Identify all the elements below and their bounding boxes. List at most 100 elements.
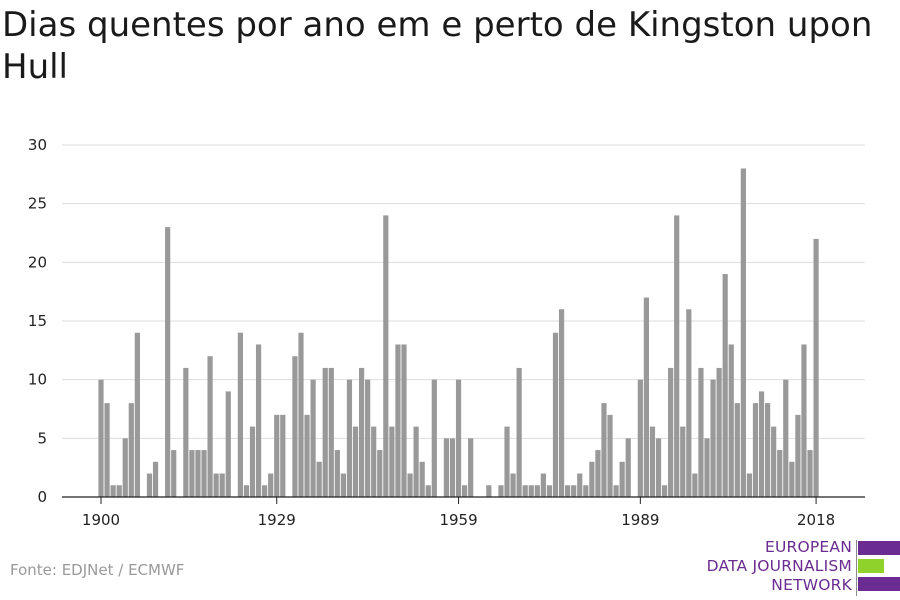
bar xyxy=(552,332,559,497)
bars xyxy=(98,168,819,497)
bar xyxy=(243,485,250,497)
bar xyxy=(116,485,122,497)
y-tick-label: 5 xyxy=(37,429,47,447)
bar xyxy=(728,344,734,497)
y-tick-label: 25 xyxy=(28,195,47,213)
bar xyxy=(407,473,413,497)
bar xyxy=(455,379,462,497)
bar xyxy=(619,461,625,497)
bar xyxy=(504,426,510,497)
bar xyxy=(558,309,565,497)
bar xyxy=(468,438,474,497)
bar xyxy=(358,367,365,497)
bar xyxy=(98,379,104,497)
logo-line-1: EUROPEAN xyxy=(764,538,852,556)
bar xyxy=(371,426,377,497)
bar xyxy=(655,438,662,497)
bar xyxy=(340,473,346,497)
bar xyxy=(383,215,389,497)
bar xyxy=(771,426,777,497)
bar xyxy=(413,426,419,497)
bar xyxy=(625,438,631,497)
bar xyxy=(692,473,698,497)
bar xyxy=(195,450,201,497)
bar xyxy=(765,403,771,497)
bar xyxy=(522,485,528,497)
bar xyxy=(486,485,492,497)
x-tick-label: 1929 xyxy=(258,511,296,529)
x-tick-label: 2018 xyxy=(797,511,835,529)
bar xyxy=(189,450,195,497)
bar xyxy=(225,391,231,497)
bar xyxy=(813,238,819,497)
bar xyxy=(322,367,328,497)
bar xyxy=(698,367,704,497)
bar xyxy=(661,485,668,497)
bar xyxy=(334,450,340,497)
bar xyxy=(462,485,468,497)
bar xyxy=(528,485,534,497)
bar xyxy=(207,356,213,497)
bar xyxy=(389,426,395,497)
bar xyxy=(280,414,286,497)
bar xyxy=(607,414,613,497)
bar xyxy=(613,485,619,497)
bar xyxy=(183,367,189,497)
bar xyxy=(510,473,516,497)
x-tick-label: 1900 xyxy=(82,511,120,529)
bar xyxy=(789,461,795,497)
bar xyxy=(668,367,674,497)
bar xyxy=(601,403,607,497)
bar xyxy=(807,450,813,497)
x-tick-label: 1959 xyxy=(439,511,477,529)
bar xyxy=(346,379,353,497)
y-tick-label: 20 xyxy=(28,253,47,271)
logo-bar-top xyxy=(858,541,900,555)
bar xyxy=(152,461,159,497)
y-tick-label: 0 xyxy=(37,488,47,506)
edjnet-logo: EUROPEAN DATA JOURNALISM NETWORK xyxy=(700,538,900,598)
bar xyxy=(577,473,583,497)
bar xyxy=(310,379,316,497)
bar xyxy=(298,332,304,497)
bar xyxy=(498,485,504,497)
bar xyxy=(649,426,656,497)
bar xyxy=(449,438,456,497)
bar xyxy=(249,426,256,497)
x-tick-label: 1989 xyxy=(621,511,659,529)
logo-divider xyxy=(856,540,857,596)
bar xyxy=(534,485,540,497)
bar xyxy=(595,450,601,497)
grid-lines xyxy=(62,144,865,439)
bar xyxy=(431,379,437,497)
logo-line-2: DATA JOURNALISM xyxy=(706,557,852,575)
bar xyxy=(377,450,383,497)
source-credit: Fonte: EDJNet / ECMWF xyxy=(10,561,185,579)
bar xyxy=(262,485,268,497)
bar xyxy=(801,344,807,497)
chart-title: Dias quentes por ano em e perto de Kings… xyxy=(2,5,873,87)
y-tick-label: 10 xyxy=(28,371,47,389)
logo-bar-middle xyxy=(858,559,884,573)
axes: 0 5 10 15 20 25 30 1900 1929 1959 1989 2018 xyxy=(28,136,865,529)
bar xyxy=(777,450,783,497)
y-tick-label: 15 xyxy=(28,312,47,330)
bar xyxy=(546,485,553,497)
bar xyxy=(237,332,243,497)
bar xyxy=(583,485,589,497)
bar xyxy=(316,461,322,497)
bar xyxy=(740,168,746,497)
bar xyxy=(146,473,153,497)
bar xyxy=(110,485,116,497)
bar xyxy=(401,344,407,497)
bar xyxy=(274,414,280,497)
bar xyxy=(134,332,140,497)
bar xyxy=(571,485,577,497)
bar xyxy=(680,426,686,497)
bar xyxy=(213,473,219,497)
bar xyxy=(746,473,753,497)
bar xyxy=(419,461,425,497)
bar xyxy=(710,379,716,497)
bar xyxy=(783,379,789,497)
